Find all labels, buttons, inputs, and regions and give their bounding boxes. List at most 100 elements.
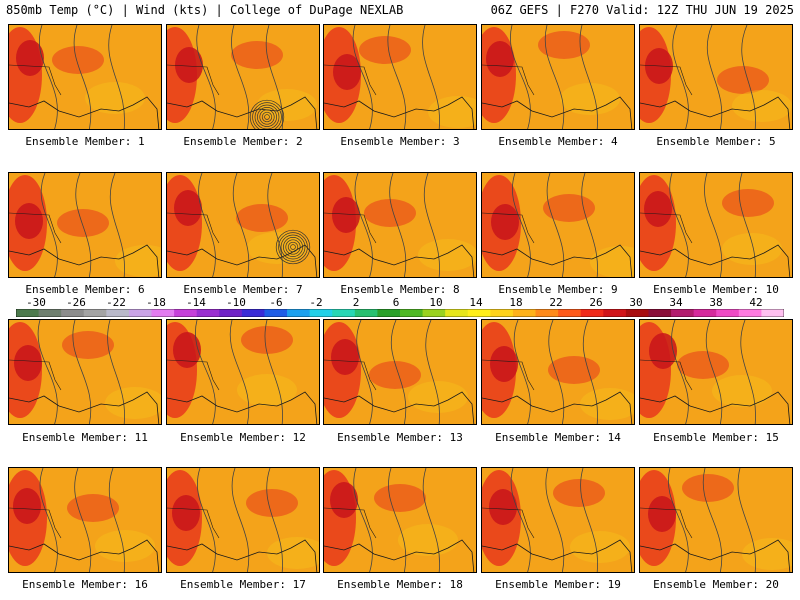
temperature-shading [331,339,359,375]
temperature-map [640,468,792,572]
coastline [324,244,475,277]
color-scale-swatch [106,309,130,317]
height-contour [671,320,689,424]
ensemble-member-label: Ensemble Member: 9 [498,283,618,296]
color-scale-swatch [512,309,537,317]
ensemble-member-label: Ensemble Member: 14 [495,431,621,444]
temperature-map [324,320,476,424]
temperature-map [9,468,161,572]
color-scale-tick-label: -6 [269,296,283,309]
temperature-shading [359,36,411,64]
ensemble-map-panel [481,172,635,278]
temperature-shading [648,496,676,532]
temperature-shading [330,482,358,518]
border-line [324,359,377,391]
height-contour [702,468,723,572]
temperature-map [9,320,161,424]
ensemble-member-label: Ensemble Member: 2 [183,135,303,148]
height-contour [40,173,58,277]
color-scale-swatch [693,309,717,317]
temperature-shading [712,375,772,407]
temperature-shading [374,484,426,512]
temperature-shading [57,209,109,237]
temperature-shading [52,46,104,74]
ensemble-map-panel [481,467,635,573]
height-contour [544,25,565,129]
color-scale-tick-label: -26 [66,296,86,309]
height-contour [422,468,440,572]
color-scale-tick-label: 42 [749,296,763,309]
height-contour [195,320,216,424]
color-scale-swatch [467,309,491,317]
color-scale-swatch [716,309,740,317]
ensemble-member-label: Ensemble Member: 20 [653,578,779,591]
temperature-shading [489,489,517,525]
border-line [324,212,377,244]
border-line [640,507,693,539]
border-line [640,64,693,96]
height-contour [389,173,407,277]
temperature-shading [115,245,161,277]
temperature-map [167,468,319,572]
cyclone-contour [285,239,301,255]
height-contour [265,25,283,129]
border-line [482,507,535,539]
height-contour [546,173,565,277]
height-contour [741,25,756,129]
border-line [9,212,62,244]
ensemble-map-panel [481,319,635,425]
height-contour [512,173,531,277]
height-contour [545,468,565,572]
border-line [640,212,693,244]
temperature-shading [173,332,201,368]
height-contour [266,468,283,572]
temperature-map [324,25,476,129]
ensemble-member-label: Ensemble Member: 17 [180,578,306,591]
ensemble-map-panel [639,24,793,130]
color-scale-swatch [174,309,198,317]
color-scale-swatch [16,309,40,317]
height-contour [668,468,689,572]
height-contour [425,320,440,424]
color-scale-swatch [738,309,762,317]
coastline [482,96,633,129]
color-scale-tick-label: -14 [186,296,206,309]
coastline [640,391,791,424]
color-scale-swatch [671,309,695,317]
temperature-shading [172,495,200,531]
temperature-shading [722,189,774,217]
coastline [482,391,633,424]
temperature-shading [175,47,203,83]
temperature-map [482,25,634,129]
height-contour [229,320,250,424]
height-contour [352,25,373,129]
color-scale-swatch [603,309,627,317]
height-contour [354,173,373,277]
temperature-shading [364,199,416,227]
height-contour [672,25,689,129]
temperature-shading [257,89,317,121]
color-scale-tick-label: -22 [106,296,126,309]
temperature-shading [717,66,769,94]
color-scale-swatch [445,309,469,317]
coastline [482,539,633,572]
border-line [9,64,62,96]
color-scale-swatch [219,309,243,317]
border-line [167,212,220,244]
ensemble-map-panel [323,467,477,573]
height-contour [513,320,531,424]
ensemble-map-panel [166,172,320,278]
ensemble-member-label: Ensemble Member: 1 [25,135,145,148]
temperature-shading [538,31,590,59]
temperature-shading [548,356,600,384]
color-scale-tick-label: -18 [146,296,166,309]
ensemble-member-label: Ensemble Member: 19 [495,578,621,591]
cyclone-contour [249,99,285,129]
temperature-map [640,25,792,129]
ensemble-map-panel [481,24,635,130]
color-scale-swatch [332,309,356,317]
color-scale-tick-label: 10 [429,296,443,309]
color-scale-tick-label: 34 [669,296,683,309]
coastline [482,244,633,277]
height-contour [580,468,598,572]
